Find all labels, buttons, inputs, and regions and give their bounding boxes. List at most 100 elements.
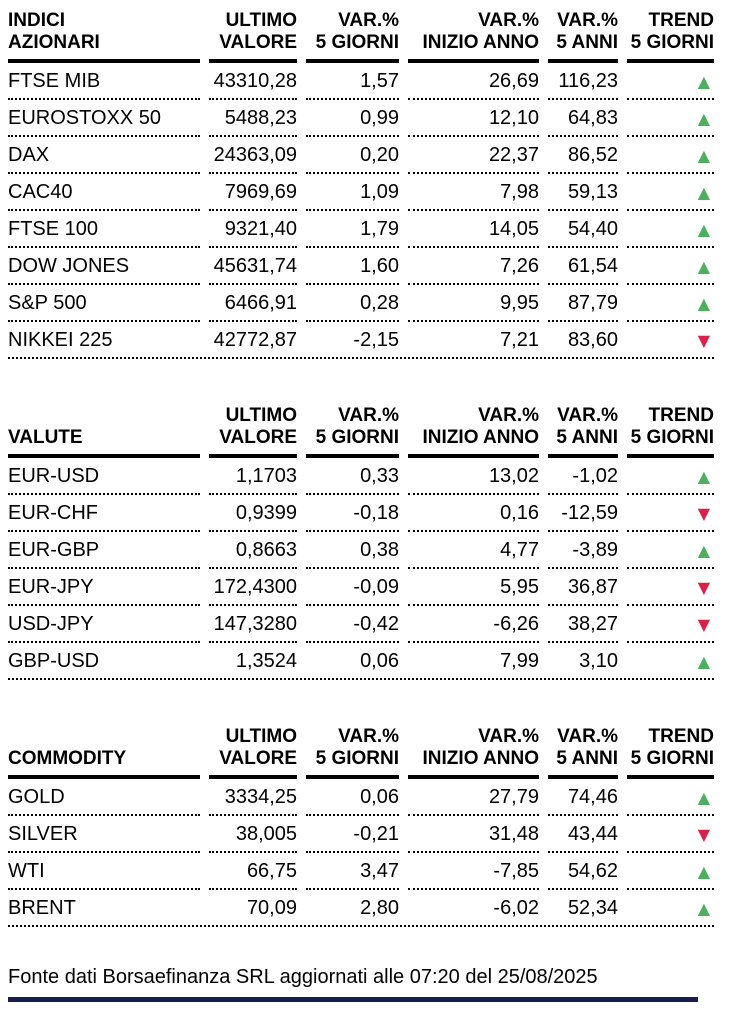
trend-up-icon: ▲ <box>697 220 710 239</box>
table-row: FTSE MIB 43310,28 1,57 26,69 116,23 ▲ <box>8 63 714 100</box>
trend-cell: ▼ <box>627 816 714 853</box>
table-row: WTI 66,75 3,47 -7,85 54,62 ▲ <box>8 853 714 890</box>
table-row: FTSE 100 9321,40 1,79 14,05 54,40 ▲ <box>8 211 714 248</box>
column-header-var-inizio-anno: VAR.% INIZIO ANNO <box>408 10 539 63</box>
ultimo-valore-value: 1,1703 <box>209 458 297 495</box>
table-row: DOW JONES 45631,74 1,60 7,26 61,54 ▲ <box>8 248 714 285</box>
ultimo-valore-value: 3334,25 <box>209 779 297 816</box>
ultimo-valore-value: 7969,69 <box>209 174 297 211</box>
trend-down-icon: ▼ <box>697 504 710 523</box>
trend-cell: ▲ <box>627 532 714 569</box>
instrument-label: FTSE MIB <box>8 63 200 100</box>
trend-up-icon: ▲ <box>697 899 710 918</box>
instrument-label: EUR-USD <box>8 458 200 495</box>
column-header-var-5-anni: VAR.% 5 ANNI <box>548 405 618 458</box>
var-inizio-anno-value: -7,85 <box>408 853 539 890</box>
table-row: EUROSTOXX 50 5488,23 0,99 12,10 64,83 ▲ <box>8 100 714 137</box>
ultimo-valore-value: 43310,28 <box>209 63 297 100</box>
trend-up-icon: ▲ <box>697 109 710 128</box>
var-5-anni-value: 52,34 <box>567 897 618 919</box>
column-header-var-inizio-anno: VAR.% INIZIO ANNO <box>408 726 539 779</box>
var-5-anni-value: 83,60 <box>567 329 618 351</box>
var-5-giorni-value: -0,21 <box>306 816 399 853</box>
ultimo-valore-value: 5488,23 <box>209 100 297 137</box>
trend-cell: ▼ <box>627 322 714 357</box>
var-5-giorni-value: 1,57 <box>306 63 399 100</box>
trend-cell: ▲ <box>627 779 714 816</box>
var-5-giorni-value: -0,09 <box>306 569 399 606</box>
var-5-giorni-value: 0,38 <box>306 532 399 569</box>
var-inizio-anno-value: -6,02 <box>493 897 539 919</box>
column-header-var-5-anni: VAR.% 5 ANNI <box>548 10 618 63</box>
var-5-giorni-value: 1,09 <box>306 174 399 211</box>
instrument-label: WTI <box>8 853 200 890</box>
instrument-label: DOW JONES <box>8 248 200 285</box>
ultimo-valore-value: 24363,09 <box>209 137 297 174</box>
trend-cell: ▲ <box>627 137 714 174</box>
market-table: VALUTE ULTIMO VALORE VAR.% 5 GIORNI VAR.… <box>0 405 723 678</box>
table-body: EUR-USD 1,1703 0,33 13,02 -1,02 ▲ EUR-CH… <box>8 458 714 678</box>
var-5-anni-value: -3,89 <box>548 532 618 569</box>
var-inizio-anno-value: 4,77 <box>408 532 539 569</box>
trend-up-icon: ▲ <box>697 72 710 91</box>
column-header-trend-5-giorni: TREND 5 GIORNI <box>627 405 714 458</box>
trend-up-icon: ▲ <box>697 257 710 276</box>
var-inizio-anno-value: 13,02 <box>408 458 539 495</box>
var-5-anni-value: 116,23 <box>548 63 618 100</box>
column-header-ultimo-valore: ULTIMO VALORE <box>209 726 297 779</box>
var-inizio-anno-value: 7,99 <box>500 650 539 672</box>
table-row: NIKKEI 225 42772,87 -2,15 7,21 83,60 ▼ <box>8 322 714 357</box>
table-row: CAC40 7969,69 1,09 7,98 59,13 ▲ <box>8 174 714 211</box>
trend-up-icon: ▲ <box>697 146 710 165</box>
instrument-label: EUROSTOXX 50 <box>8 100 200 137</box>
header-row: VALUTE ULTIMO VALORE VAR.% 5 GIORNI VAR.… <box>8 405 714 458</box>
var-5-giorni-value: 1,60 <box>306 248 399 285</box>
trend-up-icon: ▲ <box>697 541 710 560</box>
trend-up-icon: ▲ <box>697 788 710 807</box>
instrument-label: USD-JPY <box>8 606 200 643</box>
ultimo-valore-value: 9321,40 <box>209 211 297 248</box>
var-inizio-anno-value: 0,16 <box>408 495 539 532</box>
var-5-anni-value: 59,13 <box>548 174 618 211</box>
instrument-label: GOLD <box>8 779 200 816</box>
bottom-bar <box>8 997 698 1002</box>
instrument-label: NIKKEI 225 <box>8 329 113 351</box>
table-title-line1: INDICI <box>8 10 65 31</box>
var-5-giorni-value: -0,42 <box>306 606 399 643</box>
table-end-divider <box>8 925 714 927</box>
trend-down-icon: ▼ <box>697 578 710 597</box>
column-header-ultimo-valore: ULTIMO VALORE <box>209 405 297 458</box>
ultimo-valore-value: 0,8663 <box>209 532 297 569</box>
table-title-line2: AZIONARI <box>8 32 100 53</box>
table-valute: VALUTE ULTIMO VALORE VAR.% 5 GIORNI VAR.… <box>8 405 752 680</box>
var-inizio-anno-value: 7,98 <box>408 174 539 211</box>
var-5-giorni-value: 0,28 <box>306 285 399 322</box>
ultimo-valore-value: 147,3280 <box>209 606 297 643</box>
table-body: GOLD 3334,25 0,06 27,79 74,46 ▲ SILVER 3… <box>8 779 714 925</box>
trend-up-icon: ▲ <box>697 652 710 671</box>
var-5-anni-value: 38,27 <box>548 606 618 643</box>
column-header-var-5-giorni: VAR.% 5 GIORNI <box>306 405 399 458</box>
trend-cell: ▲ <box>627 458 714 495</box>
var-5-giorni-value: 0,06 <box>360 650 399 672</box>
var-5-anni-value: 3,10 <box>579 650 618 672</box>
column-header-trend-5-giorni: TREND 5 GIORNI <box>627 10 714 63</box>
var-5-anni-value: 87,79 <box>548 285 618 322</box>
ultimo-valore-value: 6466,91 <box>209 285 297 322</box>
instrument-label: EUR-CHF <box>8 495 200 532</box>
instrument-label: BRENT <box>8 897 76 919</box>
column-header-var-5-giorni: VAR.% 5 GIORNI <box>306 10 399 63</box>
table-row: GBP-USD 1,3524 0,06 7,99 3,10 ▲ <box>8 643 714 678</box>
column-header-var-inizio-anno: VAR.% INIZIO ANNO <box>408 405 539 458</box>
ultimo-valore-value: 1,3524 <box>235 650 297 672</box>
trend-cell: ▲ <box>627 211 714 248</box>
table-row: S&P 500 6466,91 0,28 9,95 87,79 ▲ <box>8 285 714 322</box>
table-row: DAX 24363,09 0,20 22,37 86,52 ▲ <box>8 137 714 174</box>
trend-up-icon: ▲ <box>697 294 710 313</box>
tables: INDICI AZIONARI ULTIMO VALORE VAR.% 5 GI… <box>8 10 752 927</box>
var-5-giorni-value: -2,15 <box>353 329 399 351</box>
var-5-anni-value: 54,62 <box>548 853 618 890</box>
trend-down-icon: ▼ <box>697 331 710 350</box>
var-5-anni-value: 54,40 <box>548 211 618 248</box>
instrument-label: CAC40 <box>8 174 200 211</box>
